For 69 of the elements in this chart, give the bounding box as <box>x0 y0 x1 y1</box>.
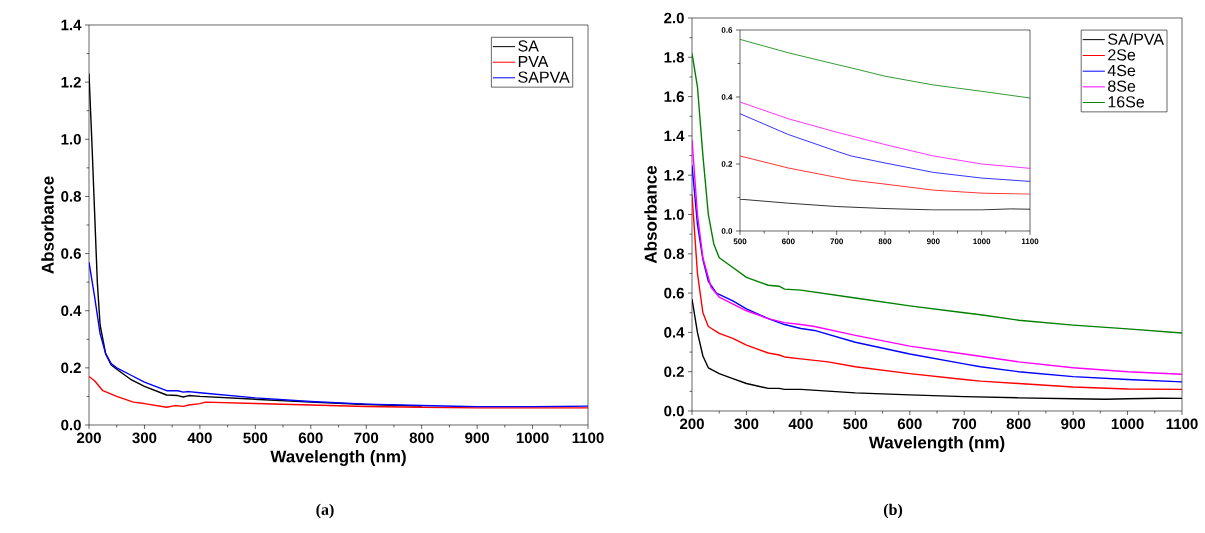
y-tick-label: 1.2 <box>664 169 684 181</box>
line-series <box>740 38 1031 99</box>
x-tick-label: 1000 <box>516 432 549 444</box>
x-tick-label: 500 <box>243 432 268 444</box>
text: (b) <box>883 503 903 519</box>
y-tick-label: 0.0 <box>721 228 733 234</box>
y-tick-label: 0.2 <box>664 366 684 377</box>
y-tick-label: 1.6 <box>664 91 684 102</box>
x-tick-label: 1100 <box>1021 238 1039 245</box>
x-tick-label: 300 <box>132 432 157 444</box>
y-tick-label: 0.4 <box>61 305 82 317</box>
x-tick-label: 1000 <box>973 238 991 245</box>
y-tick-label: 1.4 <box>61 19 82 31</box>
x-tick-label: 1100 <box>1166 418 1198 430</box>
x-axis-title: Wavelength (nm) <box>270 450 406 466</box>
x-tick-label: 400 <box>187 432 212 444</box>
y-tick-label: 0.2 <box>61 362 81 374</box>
x-tick-label: 500 <box>733 238 747 245</box>
legend-label: SAPVA <box>518 71 570 83</box>
y-axis-title: Absorbance <box>644 165 657 264</box>
legend-label: SA <box>518 40 539 52</box>
x-tick-label: 300 <box>734 418 759 430</box>
x-tick-label: 200 <box>77 432 101 444</box>
legend-label: PVA <box>518 55 549 67</box>
x-tick-label: 600 <box>897 418 922 430</box>
x-tick-label: 500 <box>843 418 868 430</box>
x-tick-label: 800 <box>409 432 434 444</box>
x-tick-label: 900 <box>926 238 940 245</box>
x-tick-label: 900 <box>465 432 489 444</box>
y-tick-label: 0.8 <box>664 248 684 260</box>
y-tick-label: 0.0 <box>664 405 684 417</box>
x-tick-label: 800 <box>878 238 892 245</box>
y-tick-label: 1.8 <box>664 51 684 63</box>
legend-label: 2Se <box>1108 49 1136 61</box>
y-tick-label: 0.0 <box>61 419 81 431</box>
y-tick-label: 0.4 <box>721 94 733 100</box>
y-tick-label: 0.6 <box>721 27 733 33</box>
x-tick-label: 1100 <box>572 432 604 444</box>
y-tick-label: 0.6 <box>61 248 81 259</box>
y-tick-label: 1.0 <box>664 209 684 220</box>
x-tick-label: 700 <box>830 238 844 245</box>
x-tick-label: 900 <box>1061 418 1085 430</box>
x-tick-label: 600 <box>298 432 323 444</box>
x-tick-label: 400 <box>788 418 813 430</box>
x-axis-title: Wavelength (nm) <box>868 436 1005 452</box>
line-series <box>89 261 588 408</box>
y-tick-label: 1.4 <box>664 130 685 142</box>
legend-label: 8Se <box>1108 80 1136 92</box>
y-tick-label: 0.6 <box>664 287 684 299</box>
x-tick-label: 200 <box>680 418 704 430</box>
x-tick-label: 700 <box>952 418 977 430</box>
legend-label: 16Se <box>1108 96 1145 108</box>
line-series <box>740 155 1031 195</box>
line-series <box>740 113 1031 182</box>
line-series <box>740 101 1031 169</box>
y-tick-label: 2.0 <box>664 12 684 24</box>
legend-label: SA/PVA <box>1108 33 1164 45</box>
text: (a) <box>316 503 334 519</box>
y-tick-label: 1.2 <box>61 76 81 88</box>
x-tick-label: 600 <box>781 238 795 245</box>
y-axis-title: Absorbance <box>41 176 54 274</box>
y-tick-label: 1.0 <box>61 133 81 145</box>
x-tick-label: 800 <box>1006 418 1031 430</box>
legend-label: 4Se <box>1107 64 1136 77</box>
y-tick-label: 0.4 <box>664 327 685 338</box>
x-tick-label: 700 <box>354 432 379 444</box>
y-tick-label: 0.2 <box>721 161 733 167</box>
y-tick-label: 0.8 <box>61 191 81 202</box>
x-tick-label: 1000 <box>1111 418 1144 430</box>
